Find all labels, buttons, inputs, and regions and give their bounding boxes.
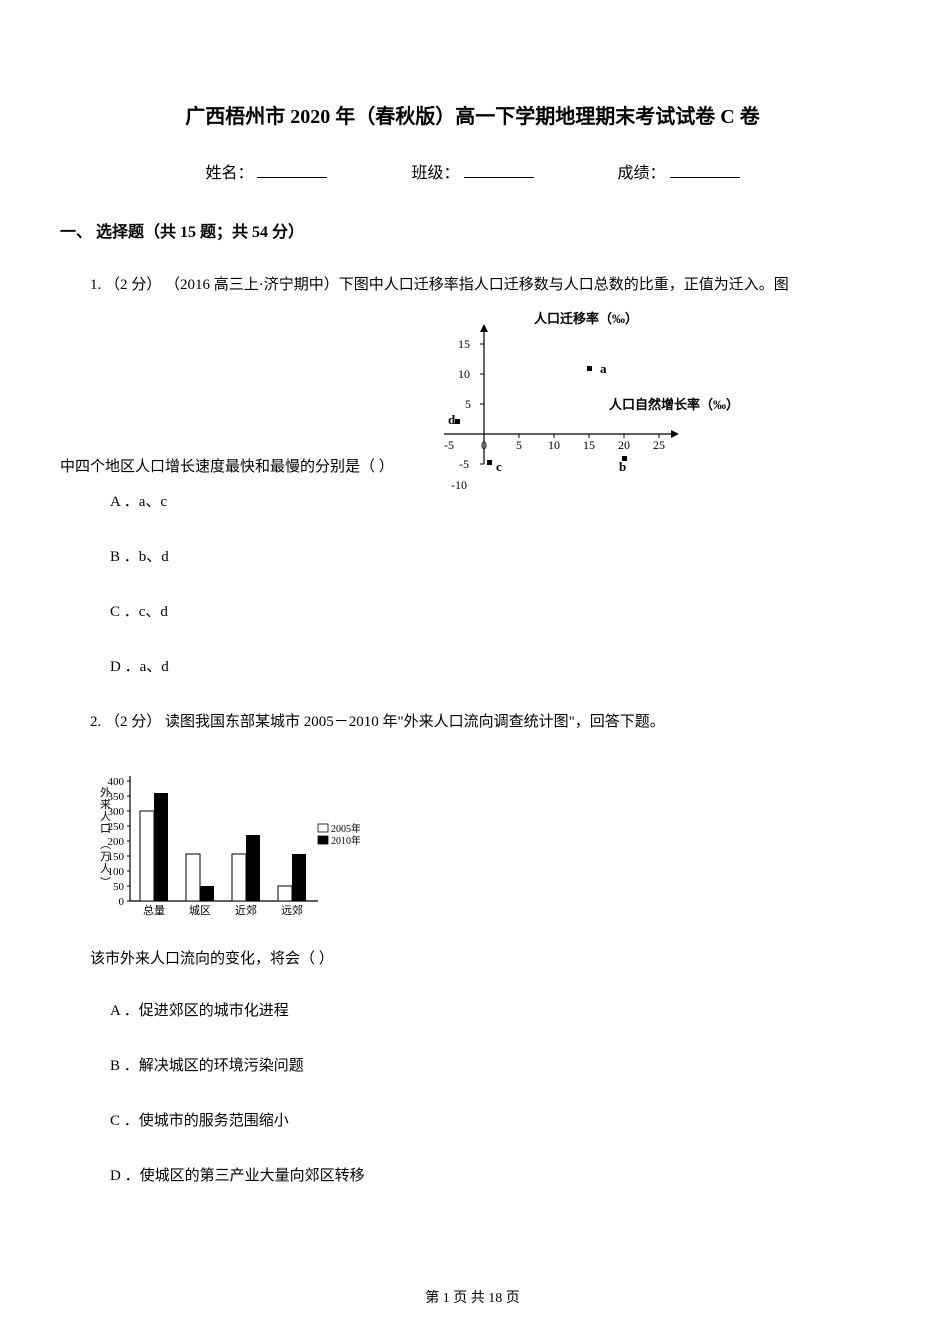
q1-option-d[interactable]: D ．a、d bbox=[110, 654, 885, 681]
question-2: 2. （2 分） 读图我国东部某城市 2005－2010 年"外来人口流向调查统… bbox=[90, 709, 885, 1190]
q1-y-axis-label: 人口迁移率（‰） bbox=[534, 311, 638, 326]
page-footer: 第 1 页 共 18 页 bbox=[0, 1287, 945, 1307]
q2-option-d[interactable]: D ．使城区的第三产业大量向郊区转移 bbox=[110, 1163, 885, 1190]
q2-subtext: 该市外来人口流向的变化，将会（ ） bbox=[90, 946, 885, 973]
svg-text:-5: -5 bbox=[459, 457, 469, 471]
score-blank[interactable] bbox=[670, 177, 740, 178]
footer-after: 页 bbox=[506, 1291, 520, 1306]
section-header: 一、 选择题（共 15 题；共 54 分） bbox=[60, 218, 885, 242]
q1-option-c[interactable]: C ．c、d bbox=[110, 599, 885, 626]
svg-text:城区: 城区 bbox=[189, 904, 211, 917]
svg-text:250: 250 bbox=[108, 821, 125, 833]
svg-text:100: 100 bbox=[108, 866, 125, 878]
svg-text:10: 10 bbox=[458, 367, 470, 381]
footer-before: 第 bbox=[425, 1291, 443, 1306]
svg-text:10: 10 bbox=[548, 438, 560, 452]
question-1: 1. （2 分） （2016 高三上·济宁期中）下图中人口迁移率指人口迁移数与人… bbox=[90, 272, 885, 681]
svg-text:c: c bbox=[496, 459, 502, 474]
section-title: 选择题（共 15 题；共 54 分） bbox=[96, 224, 304, 241]
q2-option-a[interactable]: A ．促进郊区的城市化进程 bbox=[110, 998, 885, 1025]
q1-prefix: 1. （2 分） （2016 高三上·济宁期中）下图中人口迁移率指人口迁移数与人… bbox=[90, 272, 885, 299]
svg-text:-10: -10 bbox=[451, 478, 467, 489]
q1-suffix: 中四个地区人口增长速度最快和最慢的分别是（ ） bbox=[60, 454, 394, 489]
q1-scatter-chart: 15 10 5 -5 -10 -5 0 5 10 15 20 bbox=[424, 309, 764, 489]
svg-text:150: 150 bbox=[108, 851, 125, 863]
svg-text:a: a bbox=[600, 361, 607, 376]
score-label: 成绩： bbox=[618, 159, 666, 183]
name-blank[interactable] bbox=[257, 177, 327, 178]
svg-text:400: 400 bbox=[108, 776, 125, 788]
q2-bar-chart: 外 来 人 口 ︵ 万 人 ︶ 0 50 100 150 200 250 bbox=[90, 756, 360, 921]
svg-text:0: 0 bbox=[481, 438, 487, 452]
svg-text:25: 25 bbox=[653, 438, 665, 452]
svg-text:300: 300 bbox=[108, 806, 125, 818]
student-info-line: 姓名： 班级： 成绩： bbox=[60, 159, 885, 183]
svg-text:2005年: 2005年 bbox=[331, 822, 360, 835]
svg-text:200: 200 bbox=[108, 836, 125, 848]
svg-text:远郊: 远郊 bbox=[281, 904, 303, 917]
q1-option-a[interactable]: A ．a、c bbox=[110, 489, 885, 516]
svg-text:d: d bbox=[448, 412, 456, 427]
svg-text:-5: -5 bbox=[444, 438, 454, 452]
svg-text:5: 5 bbox=[465, 397, 471, 411]
section-num: 一、 bbox=[60, 224, 92, 241]
svg-text:0: 0 bbox=[119, 896, 125, 908]
exam-title: 广西梧州市 2020 年（春秋版）高一下学期地理期末考试试卷 C 卷 bbox=[60, 100, 885, 129]
class-label: 班级： bbox=[411, 159, 459, 183]
svg-text:15: 15 bbox=[458, 337, 470, 351]
footer-total-pages: 18 bbox=[488, 1291, 502, 1306]
svg-text:5: 5 bbox=[516, 438, 522, 452]
q2-options: A ．促进郊区的城市化进程 B ．解决城区的环境污染问题 C ．使城市的服务范围… bbox=[110, 998, 885, 1190]
q2-option-b[interactable]: B ．解决城区的环境污染问题 bbox=[110, 1053, 885, 1080]
svg-text:50: 50 bbox=[113, 881, 125, 893]
class-blank[interactable] bbox=[464, 177, 534, 178]
svg-text:b: b bbox=[619, 459, 626, 474]
svg-text:2010年: 2010年 bbox=[331, 834, 360, 847]
q1-options: A ．a、c B ．b、d C ．c、d D ．a、d bbox=[110, 489, 885, 681]
svg-text:近郊: 近郊 bbox=[235, 904, 257, 917]
svg-text:15: 15 bbox=[583, 438, 595, 452]
name-label: 姓名： bbox=[205, 159, 253, 183]
q2-option-c[interactable]: C ．使城市的服务范围缩小 bbox=[110, 1108, 885, 1135]
footer-current-page: 1 bbox=[443, 1291, 450, 1306]
q1-x-axis-label: 人口自然增长率（‰） bbox=[609, 397, 739, 412]
svg-text:20: 20 bbox=[618, 438, 630, 452]
footer-mid: 页 共 bbox=[453, 1291, 488, 1306]
svg-text:总量: 总量 bbox=[143, 903, 165, 917]
svg-text:350: 350 bbox=[108, 791, 125, 803]
q1-option-b[interactable]: B ．b、d bbox=[110, 544, 885, 571]
q2-text: 2. （2 分） 读图我国东部某城市 2005－2010 年"外来人口流向调查统… bbox=[90, 709, 885, 736]
